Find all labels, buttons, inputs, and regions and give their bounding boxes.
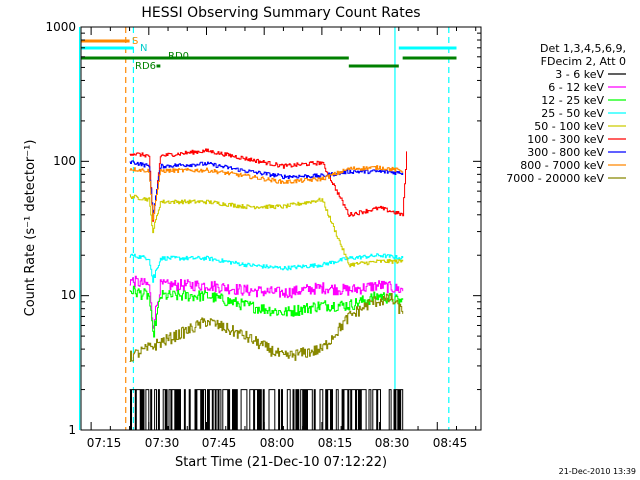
legend-label-100-300-kev: 100 - 300 keV [527,133,604,146]
series-line-6-12-kev [129,275,404,329]
legend-header-1: Det 1,3,4,5,6,9, [540,42,626,55]
legend-label-300-800-kev: 300 - 800 keV [527,146,604,159]
y-tick-label-10: 10 [61,288,76,302]
series-line-50-100-kev [129,194,404,268]
x-tick-label-0845: 08:45 [433,436,468,450]
legend-label-6-12-kev: 6 - 12 keV [548,81,604,94]
flag-label-s: S [132,36,138,47]
legend-label-25-50-kev: 25 - 50 keV [541,107,604,120]
y-tick-label-1000: 1000 [45,20,76,34]
vertical-markers [78,27,450,430]
legend-label-50-100-kev: 50 - 100 keV [534,120,604,133]
chart-title: HESSI Observing Summary Count Rates [141,5,420,21]
series-line-7000-20000-kev [129,293,404,362]
series-line-300-800-kev [129,160,404,216]
x-axis-label: Start Time (21-Dec-10 07:12:22) [175,455,387,470]
legend-label-800-7000-kev: 800 - 7000 keV [520,159,604,172]
x-tick-label-0830: 08:30 [375,436,410,450]
x-tick-label-0800: 08:00 [260,436,295,450]
plot-frame [80,26,482,431]
series-line-25-50-kev [129,253,404,283]
y-tick-label-100: 100 [53,154,76,168]
flag-label-rd0: RD0 [168,51,189,62]
y-axis-label: Count Rate (s⁻¹ detector⁻¹) [23,140,38,317]
series-line-800-7000-kev [129,165,404,221]
timestamp: 21-Dec-2010 13:39 [559,467,636,476]
legend-label-12-25-kev: 12 - 25 keV [541,94,604,107]
x-tick-label-0815: 08:15 [318,436,353,450]
x-tick-label-0715: 07:15 [87,436,122,450]
axis-ticks [81,26,481,431]
legend-header-2: FDecim 2, Att 0 [541,55,626,68]
legend-label-3-6-kev: 3 - 6 keV [555,68,604,81]
flag-label-rd6: RD6 [135,61,156,72]
series-line-100-300-kev [129,148,407,222]
legend: Det 1,3,4,5,6,9, FDecim 2, Att 0 3 - 6 k… [506,42,626,185]
series-line-12-25-kev [129,285,404,338]
x-tick-label-0745: 07:45 [202,436,237,450]
flag-label-n: N [140,43,147,54]
flag-bars [81,39,457,68]
y-tick-label-1: 1 [68,423,76,437]
legend-label-7000-20000-kev: 7000 - 20000 keV [506,172,604,185]
x-tick-label-0730: 07:30 [145,436,180,450]
